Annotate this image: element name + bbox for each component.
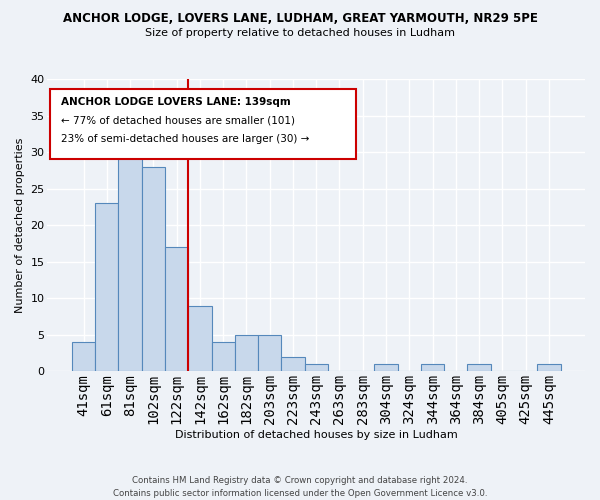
Bar	[95, 204, 118, 372]
Text: ← 77% of detached houses are smaller (101): ← 77% of detached houses are smaller (10…	[61, 115, 295, 125]
Text: ANCHOR LODGE, LOVERS LANE, LUDHAM, GREAT YARMOUTH, NR29 5PE: ANCHOR LODGE, LOVERS LANE, LUDHAM, GREAT…	[62, 12, 538, 26]
Bar	[258, 335, 281, 372]
Bar	[374, 364, 398, 372]
Y-axis label: Number of detached properties: Number of detached properties	[15, 138, 25, 313]
Text: ANCHOR LODGE LOVERS LANE: 139sqm: ANCHOR LODGE LOVERS LANE: 139sqm	[61, 96, 290, 106]
Bar	[142, 166, 165, 372]
Bar	[467, 364, 491, 372]
Bar	[281, 357, 305, 372]
Bar	[72, 342, 95, 372]
X-axis label: Distribution of detached houses by size in Ludham: Distribution of detached houses by size …	[175, 430, 458, 440]
Bar	[421, 364, 444, 372]
Bar	[165, 247, 188, 372]
Bar	[305, 364, 328, 372]
Bar	[537, 364, 560, 372]
Bar	[118, 152, 142, 372]
Text: Size of property relative to detached houses in Ludham: Size of property relative to detached ho…	[145, 28, 455, 38]
Bar	[188, 306, 212, 372]
Text: Contains HM Land Registry data © Crown copyright and database right 2024.
Contai: Contains HM Land Registry data © Crown c…	[113, 476, 487, 498]
Bar	[212, 342, 235, 372]
Bar	[235, 335, 258, 372]
Text: 23% of semi-detached houses are larger (30) →: 23% of semi-detached houses are larger (…	[61, 134, 309, 143]
